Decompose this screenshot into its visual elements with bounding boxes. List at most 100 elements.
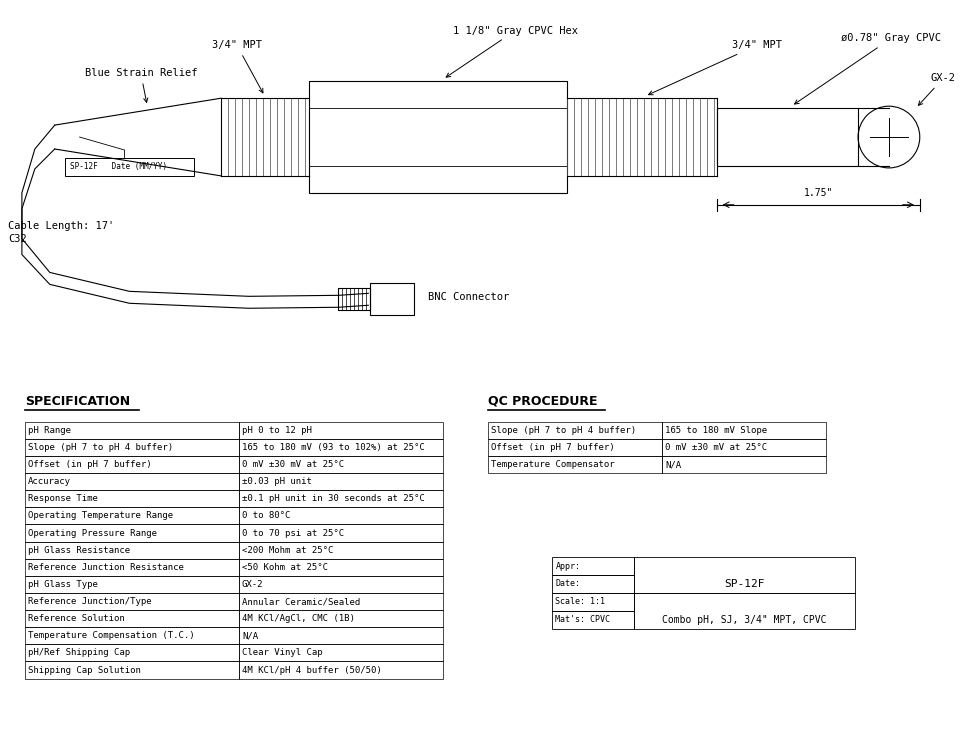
Bar xyxy=(239,473,443,491)
Bar xyxy=(25,610,239,627)
Text: pH Glass Type: pH Glass Type xyxy=(28,580,98,589)
Bar xyxy=(488,456,662,473)
Bar xyxy=(239,542,443,558)
Bar xyxy=(239,558,443,576)
Text: Slope (pH 7 to pH 4 buffer): Slope (pH 7 to pH 4 buffer) xyxy=(491,425,636,435)
Text: Response Time: Response Time xyxy=(28,494,98,503)
Bar xyxy=(553,611,634,629)
Text: 0 to 80°C: 0 to 80°C xyxy=(242,512,290,520)
Bar xyxy=(239,627,443,644)
Text: ±0.03 pH unit: ±0.03 pH unit xyxy=(242,477,312,486)
Text: Offset (in pH 7 buffer): Offset (in pH 7 buffer) xyxy=(28,460,152,469)
Text: 3/4" MPT: 3/4" MPT xyxy=(648,40,781,95)
Bar xyxy=(25,627,239,644)
Bar xyxy=(25,473,239,491)
Text: pH Range: pH Range xyxy=(28,425,71,435)
Text: Reference Solution: Reference Solution xyxy=(28,614,125,623)
Text: Clear Vinyl Cap: Clear Vinyl Cap xyxy=(242,648,323,657)
Text: BNC Connector: BNC Connector xyxy=(428,292,509,303)
Text: SPECIFICATION: SPECIFICATION xyxy=(25,395,130,408)
Bar xyxy=(25,491,239,507)
Bar xyxy=(25,524,239,542)
Bar xyxy=(25,593,239,610)
Text: Appr:: Appr: xyxy=(555,561,581,571)
Text: pH 0 to 12 pH: pH 0 to 12 pH xyxy=(242,425,312,435)
Text: N/A: N/A xyxy=(242,632,258,640)
Bar xyxy=(239,644,443,662)
Bar xyxy=(553,575,634,593)
Text: SP-12F   Date (MM/YY): SP-12F Date (MM/YY) xyxy=(70,162,167,171)
Bar xyxy=(25,558,239,576)
Bar xyxy=(25,507,239,524)
Bar xyxy=(370,284,414,315)
Bar xyxy=(25,644,239,662)
Text: GX-2: GX-2 xyxy=(919,73,955,105)
Bar xyxy=(25,662,239,678)
Text: Blue Strain Relief: Blue Strain Relief xyxy=(85,68,197,102)
Text: 165 to 180 mV (93 to 102%) at 25°C: 165 to 180 mV (93 to 102%) at 25°C xyxy=(242,443,425,452)
Bar xyxy=(488,422,662,439)
Bar xyxy=(308,81,567,193)
Text: 0 mV ±30 mV at 25°C: 0 mV ±30 mV at 25°C xyxy=(242,460,344,469)
Text: Cable Length: 17': Cable Length: 17' xyxy=(8,221,114,231)
Text: SP-12F: SP-12F xyxy=(724,579,765,589)
Bar xyxy=(239,422,443,439)
Bar xyxy=(634,557,855,593)
Text: Operating Pressure Range: Operating Pressure Range xyxy=(28,529,156,537)
Text: <50 Kohm at 25°C: <50 Kohm at 25°C xyxy=(242,563,327,572)
Text: Combo pH, SJ, 3/4" MPT, CPVC: Combo pH, SJ, 3/4" MPT, CPVC xyxy=(663,615,827,625)
Bar xyxy=(239,576,443,593)
Text: Date:: Date: xyxy=(555,580,581,588)
Bar xyxy=(239,456,443,473)
Text: pH/Ref Shipping Cap: pH/Ref Shipping Cap xyxy=(28,648,130,657)
Text: ø0.78" Gray CPVC: ø0.78" Gray CPVC xyxy=(795,34,941,104)
Text: <200 Mohm at 25°C: <200 Mohm at 25°C xyxy=(242,545,333,555)
Bar xyxy=(239,662,443,678)
Bar xyxy=(338,288,370,310)
Text: N/A: N/A xyxy=(665,460,681,469)
Text: Accuracy: Accuracy xyxy=(28,477,71,486)
Text: Temperature Compensator: Temperature Compensator xyxy=(491,460,614,469)
Text: GX-2: GX-2 xyxy=(242,580,264,589)
Text: ±0.1 pH unit in 30 seconds at 25°C: ±0.1 pH unit in 30 seconds at 25°C xyxy=(242,494,425,503)
Bar xyxy=(25,456,239,473)
Bar xyxy=(239,524,443,542)
Bar xyxy=(239,593,443,610)
Bar xyxy=(239,507,443,524)
Text: 0 to 70 psi at 25°C: 0 to 70 psi at 25°C xyxy=(242,529,344,537)
Text: Scale: 1:1: Scale: 1:1 xyxy=(555,597,606,607)
Bar xyxy=(65,158,194,176)
Text: 1 1/8" Gray CPVC Hex: 1 1/8" Gray CPVC Hex xyxy=(446,26,578,77)
Bar xyxy=(634,593,855,629)
Bar xyxy=(239,439,443,456)
Text: Reference Junction Resistance: Reference Junction Resistance xyxy=(28,563,184,572)
Text: QC PROCEDURE: QC PROCEDURE xyxy=(488,395,597,408)
Text: 0 mV ±30 mV at 25°C: 0 mV ±30 mV at 25°C xyxy=(665,443,767,452)
Bar xyxy=(239,491,443,507)
Text: Operating Temperature Range: Operating Temperature Range xyxy=(28,512,173,520)
Bar xyxy=(25,542,239,558)
Bar xyxy=(25,422,239,439)
Text: pH Glass Resistance: pH Glass Resistance xyxy=(28,545,130,555)
Text: 4M KCl/pH 4 buffer (50/50): 4M KCl/pH 4 buffer (50/50) xyxy=(242,665,382,675)
Text: Slope (pH 7 to pH 4 buffer): Slope (pH 7 to pH 4 buffer) xyxy=(28,443,173,452)
Bar xyxy=(662,456,826,473)
Text: 3/4" MPT: 3/4" MPT xyxy=(212,40,263,93)
Text: Annular Ceramic/Sealed: Annular Ceramic/Sealed xyxy=(242,597,360,606)
Bar xyxy=(239,610,443,627)
Text: Mat's: CPVC: Mat's: CPVC xyxy=(555,616,611,624)
Text: Reference Junction/Type: Reference Junction/Type xyxy=(28,597,152,606)
Text: Shipping Cap Solution: Shipping Cap Solution xyxy=(28,665,141,675)
Text: Offset (in pH 7 buffer): Offset (in pH 7 buffer) xyxy=(491,443,614,452)
Bar xyxy=(717,108,858,166)
Bar xyxy=(553,557,634,575)
Bar xyxy=(662,439,826,456)
Bar xyxy=(25,576,239,593)
Bar xyxy=(553,593,634,611)
Text: C32: C32 xyxy=(8,234,27,243)
Text: Temperature Compensation (T.C.): Temperature Compensation (T.C.) xyxy=(28,632,194,640)
Bar xyxy=(25,439,239,456)
Bar xyxy=(662,422,826,439)
Text: 4M KCl/AgCl, CMC (1B): 4M KCl/AgCl, CMC (1B) xyxy=(242,614,355,623)
Text: 1.75": 1.75" xyxy=(804,188,833,198)
